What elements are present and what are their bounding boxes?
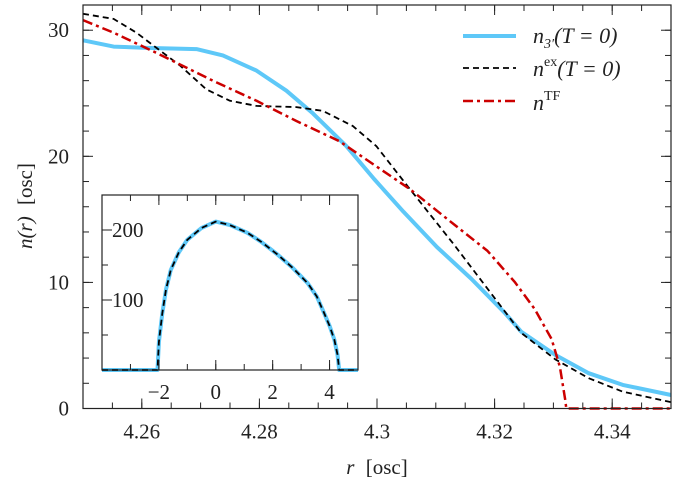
main-y-tick-label: 0: [59, 397, 70, 421]
main-x-tick-label: 4.28: [241, 420, 278, 444]
legend-label-n3: n3′(T = 0): [533, 23, 617, 52]
inset-series-1-line: [102, 220, 358, 371]
legend-n3-tail: (T = 0): [554, 23, 617, 48]
inset-frame: [101, 194, 359, 371]
legend-ntf-sup: TF: [544, 89, 561, 104]
legend-nex-tail: (T = 0): [557, 56, 620, 81]
legend-label-ntf: nTF: [533, 89, 561, 115]
y-axis-unit: [osc]: [13, 163, 37, 205]
main-series-1-line: [82, 12, 672, 404]
inset-x-tick-label: 0: [211, 380, 222, 404]
inset-x-tick-label: 2: [267, 380, 278, 404]
main-x-tick-label: 4.34: [594, 420, 631, 444]
legend-ntf-base: n: [533, 90, 544, 115]
main-y-tick-label: 10: [48, 270, 69, 294]
legend: n3′(T = 0) nex(T = 0) nTF: [463, 23, 621, 115]
x-axis-var: r: [346, 455, 355, 479]
inset-ticks: −2 0 2 4 100 200: [102, 194, 359, 404]
legend-label-nex: nex(T = 0): [533, 55, 621, 81]
legend-nex-sup: ex: [544, 55, 557, 70]
legend-n3-sub: 3′: [543, 37, 555, 52]
x-axis-label: r [osc]: [346, 455, 407, 479]
inset-y-tick-label: 200: [112, 218, 144, 242]
inset-x-tick-label: 4: [324, 380, 335, 404]
main-series-2-line: [82, 18, 671, 410]
main-x-tick-label: 4.26: [123, 420, 160, 444]
x-axis-unit: [osc]: [366, 455, 408, 479]
legend-nex-base: n: [533, 56, 544, 81]
y-axis-label: n(r) [osc]: [13, 163, 37, 249]
legend-n3-base: n: [533, 23, 544, 48]
main-x-tick-label: 4.32: [476, 420, 513, 444]
main-x-tick-label: 4.3: [364, 420, 390, 444]
main-y-tick-label: 30: [48, 18, 69, 42]
y-axis-var: n(r): [13, 216, 37, 249]
inset-x-tick-label: −2: [148, 380, 170, 404]
inset-curves: [102, 219, 358, 372]
main-y-tick-label: 20: [48, 144, 69, 168]
inset-y-tick-label: 100: [112, 288, 144, 312]
inset-plot: −2 0 2 4 100 200: [101, 194, 359, 404]
main-curves: [82, 12, 672, 410]
